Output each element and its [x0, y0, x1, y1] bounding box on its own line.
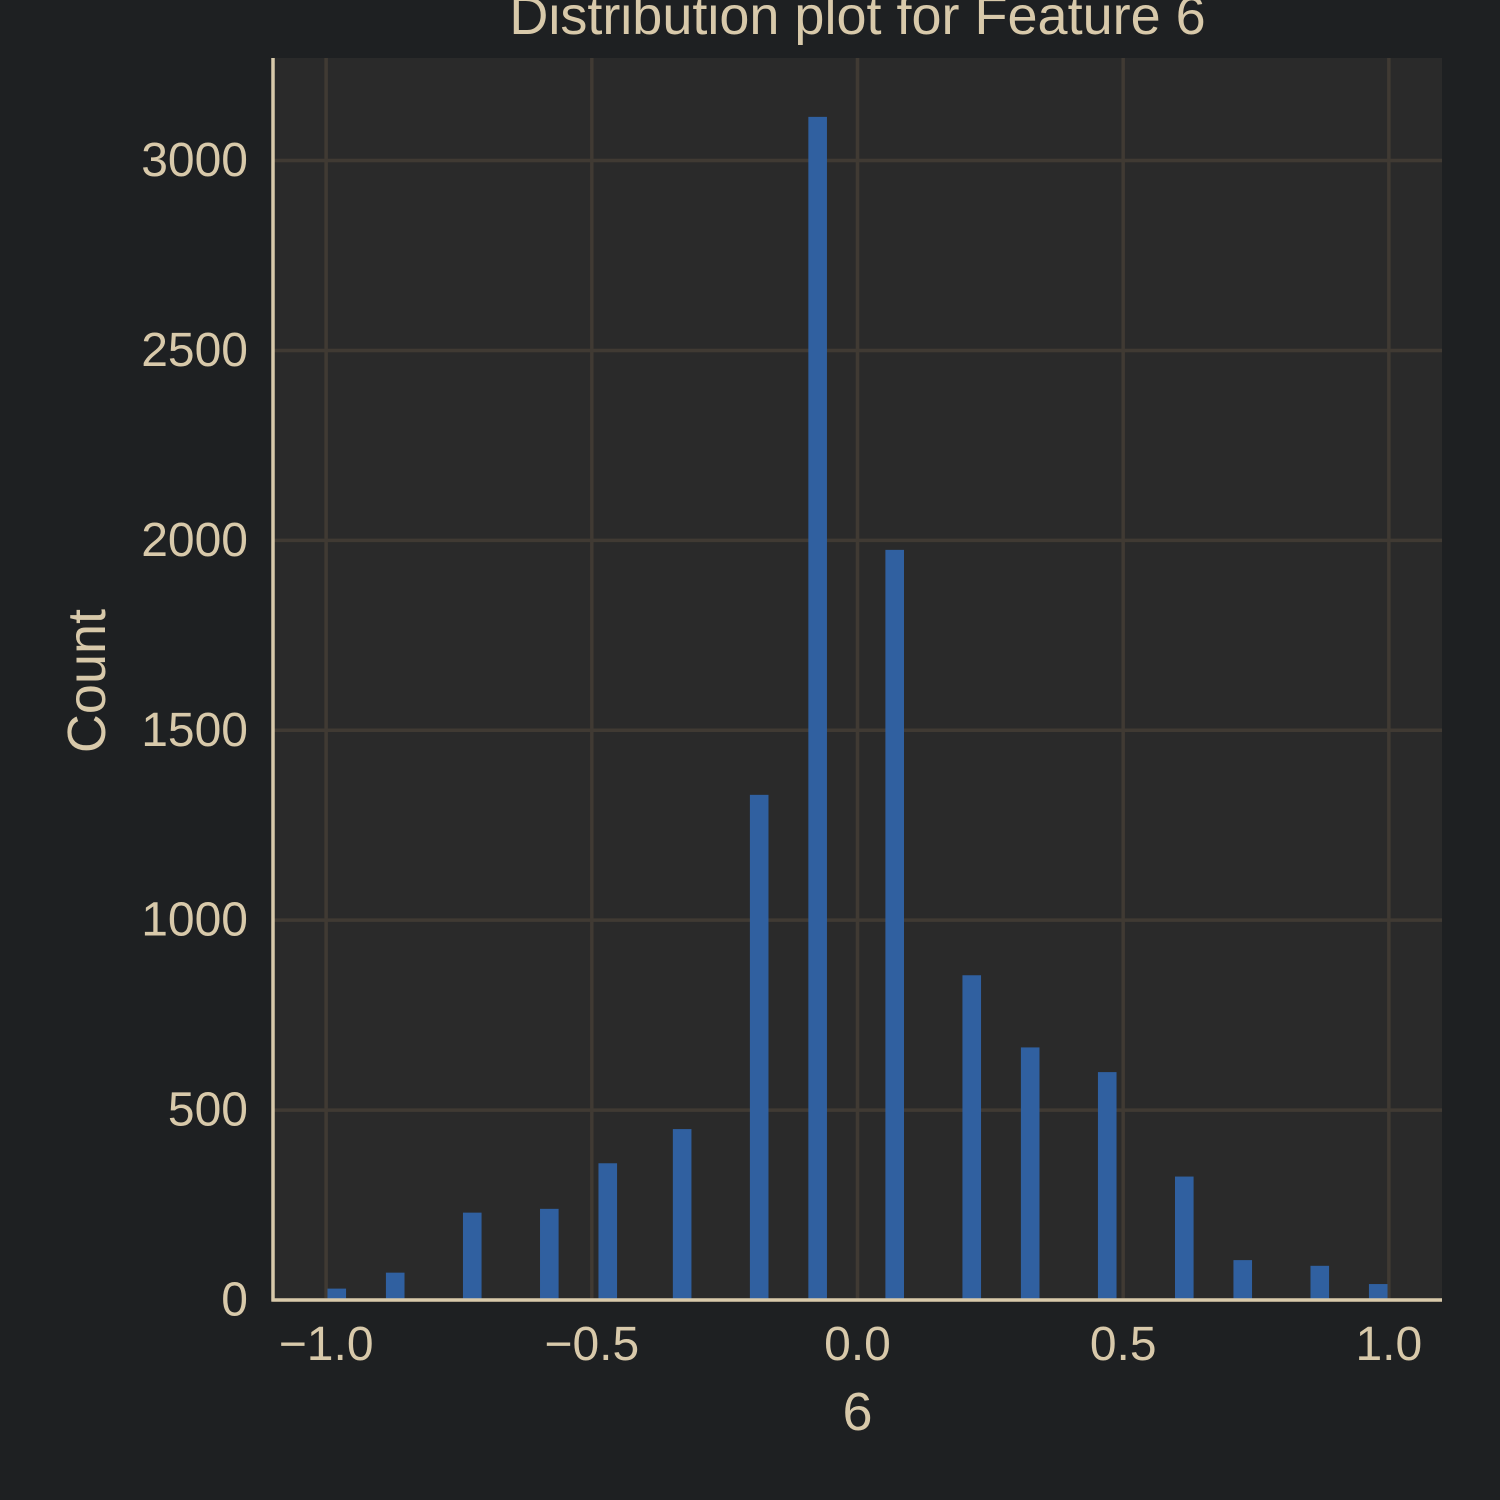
y-axis-label: Count — [57, 609, 117, 753]
histogram-bar — [1174, 1176, 1194, 1300]
x-tick-label: 0.0 — [824, 1318, 891, 1371]
histogram-bar — [598, 1163, 618, 1300]
histogram-bar — [1233, 1260, 1253, 1300]
x-tick-labels: −1.0 −0.5 0.0 0.5 1.0 — [279, 1318, 1422, 1371]
histogram-bar — [385, 1272, 405, 1300]
x-axis-label: 6 — [842, 1382, 872, 1442]
histogram-bar — [1097, 1072, 1117, 1300]
x-tick-label: 1.0 — [1355, 1318, 1422, 1371]
x-tick-label: −0.5 — [544, 1318, 639, 1371]
y-tick-label: 1500 — [141, 704, 248, 757]
histogram-bar — [462, 1212, 482, 1300]
histogram-bar — [1368, 1284, 1388, 1300]
y-tick-label: 1000 — [141, 894, 248, 947]
histogram-bar — [962, 975, 982, 1300]
histogram-bar — [672, 1129, 692, 1300]
histogram-bar — [808, 116, 827, 1300]
histogram-bar — [327, 1288, 347, 1300]
y-tick-label: 3000 — [141, 134, 248, 187]
x-tick-label: −1.0 — [279, 1318, 374, 1371]
y-tick-label: 2000 — [141, 514, 248, 567]
y-tick-labels: 0 500 1000 1500 2000 2500 3000 — [141, 134, 248, 1326]
histogram-bar — [540, 1208, 559, 1300]
grid-lines — [273, 58, 1442, 1302]
histogram-bar — [1310, 1265, 1330, 1300]
y-tick-label: 2500 — [141, 324, 248, 377]
y-tick-label: 500 — [168, 1084, 248, 1137]
x-tick-label: 0.5 — [1090, 1318, 1157, 1371]
bars — [327, 116, 1388, 1300]
histogram-bar — [749, 794, 769, 1300]
histogram-bar — [1020, 1047, 1040, 1300]
y-tick-label: 0 — [221, 1274, 248, 1327]
chart-title: Distribution plot for Feature 6 — [509, 0, 1205, 46]
histogram-bar — [885, 549, 904, 1300]
axes — [271, 58, 1442, 1302]
